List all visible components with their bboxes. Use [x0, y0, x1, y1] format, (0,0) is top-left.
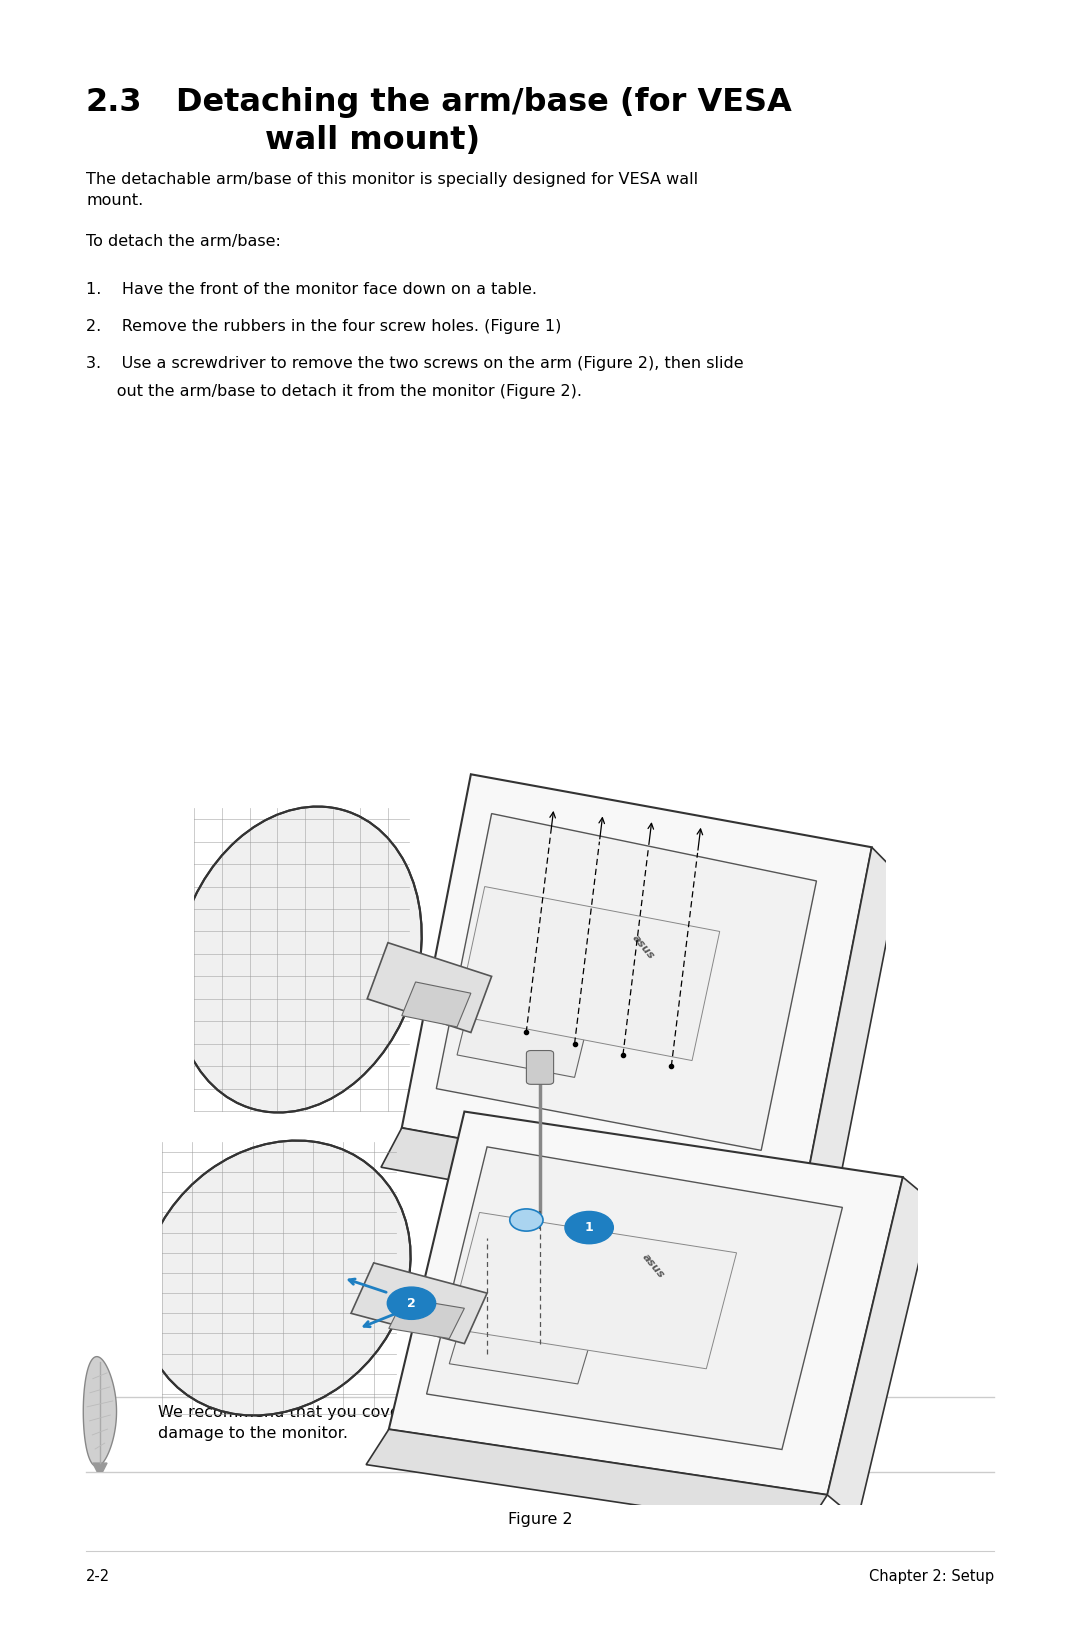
Polygon shape — [351, 1263, 487, 1344]
Text: asus: asus — [631, 934, 657, 962]
Text: 2.    Remove the rubbers in the four screw holes. (Figure 1): 2. Remove the rubbers in the four screw … — [86, 319, 562, 334]
Polygon shape — [436, 814, 816, 1150]
Polygon shape — [457, 999, 589, 1077]
Polygon shape — [402, 774, 872, 1201]
Polygon shape — [827, 1178, 933, 1520]
Polygon shape — [449, 1313, 593, 1385]
Text: out the arm/base to detach it from the monitor (Figure 2).: out the arm/base to detach it from the m… — [86, 384, 582, 399]
Text: asus: asus — [640, 1251, 666, 1280]
Circle shape — [388, 1287, 435, 1319]
Polygon shape — [389, 1298, 464, 1339]
Polygon shape — [427, 1147, 842, 1450]
Polygon shape — [366, 1430, 827, 1529]
Polygon shape — [802, 848, 900, 1228]
Polygon shape — [93, 1463, 107, 1477]
Circle shape — [510, 1209, 543, 1232]
Text: 1: 1 — [584, 1222, 594, 1233]
Text: Figure 2: Figure 2 — [508, 1511, 572, 1528]
Text: 2: 2 — [407, 1297, 416, 1310]
Text: 2.3: 2.3 — [86, 86, 143, 119]
FancyBboxPatch shape — [526, 1051, 554, 1084]
Ellipse shape — [140, 1141, 410, 1415]
Text: Chapter 2: Setup: Chapter 2: Setup — [869, 1568, 994, 1585]
Text: Figure 1: Figure 1 — [508, 1237, 572, 1253]
Text: 3.    Use a screwdriver to remove the two screws on the arm (Figure 2), then sli: 3. Use a screwdriver to remove the two s… — [86, 356, 744, 371]
Circle shape — [565, 1212, 613, 1243]
Polygon shape — [402, 983, 471, 1027]
Polygon shape — [389, 1111, 903, 1495]
Polygon shape — [449, 1212, 737, 1368]
Polygon shape — [381, 1128, 802, 1240]
Text: We recommend that you cover the table surface with soft cloth to prevent
damage : We recommend that you cover the table su… — [158, 1406, 756, 1442]
Text: Detaching the arm/base (for VESA
        wall mount): Detaching the arm/base (for VESA wall mo… — [176, 86, 792, 156]
Polygon shape — [83, 1357, 117, 1466]
Text: The detachable arm/base of this monitor is specially designed for VESA wall
moun: The detachable arm/base of this monitor … — [86, 172, 698, 208]
Text: To detach the arm/base:: To detach the arm/base: — [86, 234, 281, 249]
Text: 2-2: 2-2 — [86, 1568, 110, 1585]
Text: 1.    Have the front of the monitor face down on a table.: 1. Have the front of the monitor face do… — [86, 281, 537, 298]
Polygon shape — [457, 887, 719, 1061]
Ellipse shape — [175, 807, 421, 1113]
Polygon shape — [367, 942, 491, 1033]
